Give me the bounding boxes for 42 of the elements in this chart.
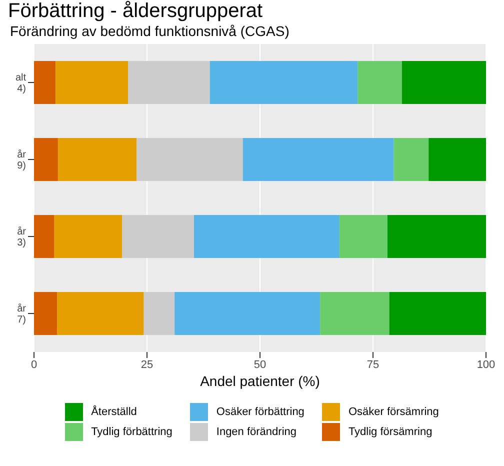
y-tick-label: år 9) <box>17 148 27 172</box>
chart-subtitle: Förändring av bedömd funktionsnivå (CGAS) <box>10 22 290 40</box>
bar <box>320 292 390 335</box>
x-tick-label: 75 <box>366 358 380 371</box>
bar <box>57 292 144 335</box>
legend-label: Ingen förändring <box>216 426 297 438</box>
x-tick-label: 100 <box>476 358 496 371</box>
y-tick-label: år 7) <box>17 302 27 326</box>
y-tick-label: alt 4) <box>15 72 26 94</box>
bar <box>34 138 58 181</box>
legend-label: Tydlig förbättring <box>91 426 172 438</box>
bar <box>210 60 358 104</box>
bar <box>340 214 388 258</box>
bar <box>58 138 137 181</box>
bar <box>136 138 243 181</box>
bar <box>122 214 194 258</box>
bar <box>428 138 486 181</box>
bar <box>34 292 58 335</box>
bar <box>358 60 402 104</box>
bar <box>34 60 56 104</box>
bar <box>128 60 210 104</box>
bar <box>394 138 429 181</box>
legend-label: Återställd <box>91 406 137 418</box>
x-tick-label: 50 <box>254 358 266 371</box>
legend-label: Tydlig försämring <box>348 426 432 438</box>
bar <box>56 60 128 104</box>
chart-title: Förbättring - åldersgrupperat <box>8 0 264 22</box>
bar <box>389 292 486 335</box>
bar <box>402 60 486 104</box>
x-tick-label: 25 <box>140 358 154 371</box>
y-tick-label: år 3) <box>17 226 27 248</box>
bar <box>144 292 175 335</box>
legend-label: Osäker förbättring <box>216 406 304 418</box>
bar <box>387 214 486 258</box>
legend-label: Osäker försämring <box>348 406 439 418</box>
bar <box>194 214 340 258</box>
bar <box>174 292 320 335</box>
bar <box>34 214 54 258</box>
x-tick-label: 0 <box>30 358 38 371</box>
x-axis-title: Andel patienter (%) <box>200 373 320 389</box>
bar <box>242 138 394 181</box>
bar <box>54 214 122 258</box>
